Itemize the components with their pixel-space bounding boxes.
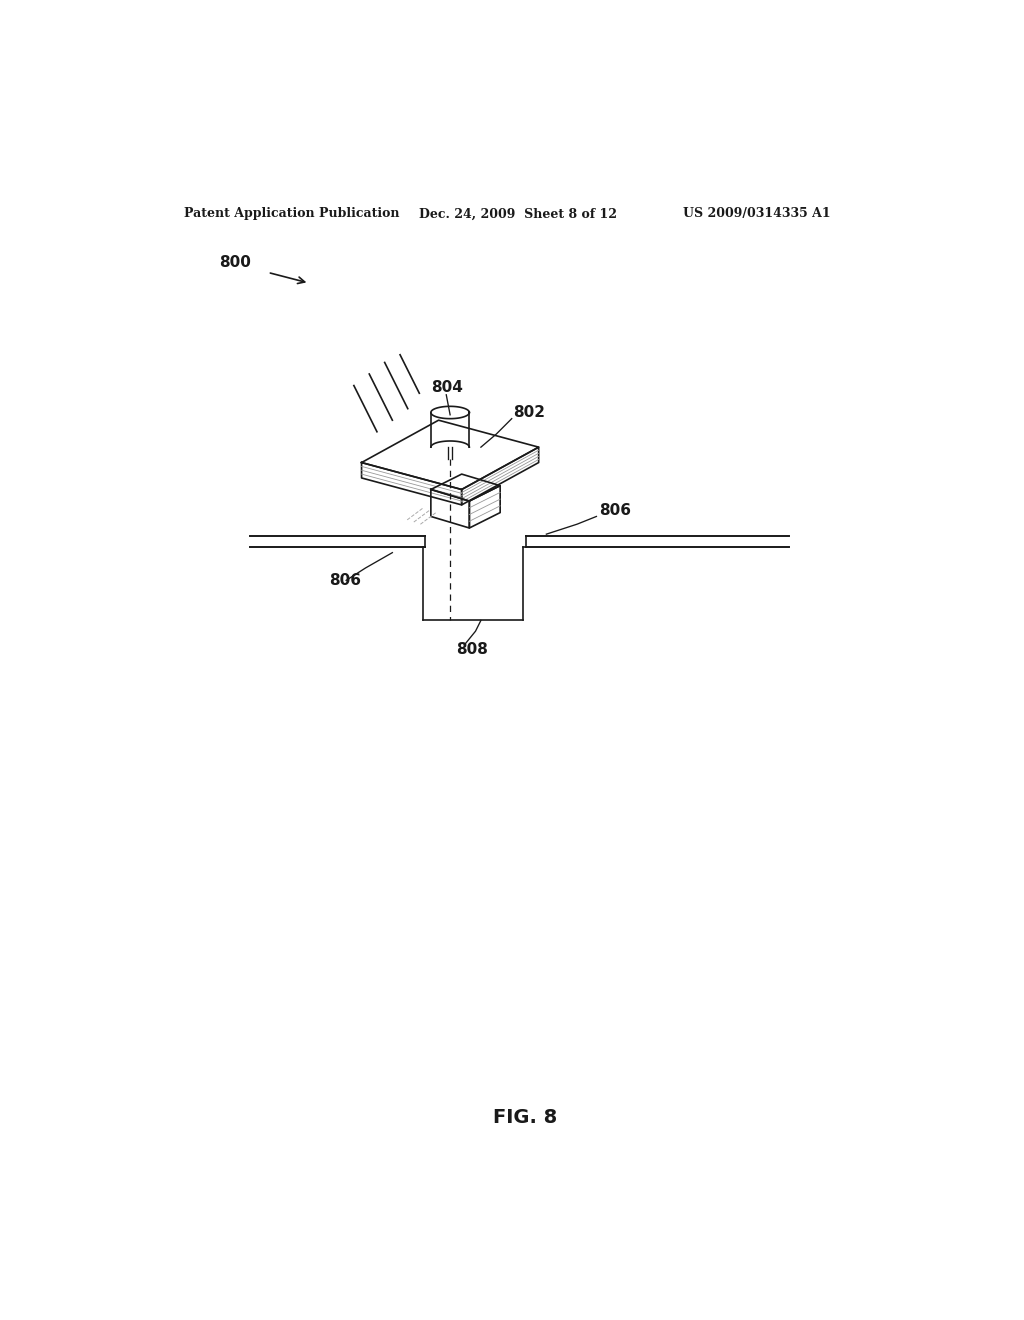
Text: 806: 806 bbox=[599, 503, 631, 517]
Text: FIG. 8: FIG. 8 bbox=[493, 1107, 557, 1126]
Text: Dec. 24, 2009  Sheet 8 of 12: Dec. 24, 2009 Sheet 8 of 12 bbox=[419, 207, 617, 220]
Text: 808: 808 bbox=[457, 642, 488, 657]
Text: 800: 800 bbox=[219, 255, 251, 269]
Text: 804: 804 bbox=[431, 380, 463, 396]
Text: Patent Application Publication: Patent Application Publication bbox=[184, 207, 400, 220]
Text: US 2009/0314335 A1: US 2009/0314335 A1 bbox=[683, 207, 831, 220]
Text: 806: 806 bbox=[330, 573, 361, 587]
Text: 802: 802 bbox=[513, 405, 545, 420]
